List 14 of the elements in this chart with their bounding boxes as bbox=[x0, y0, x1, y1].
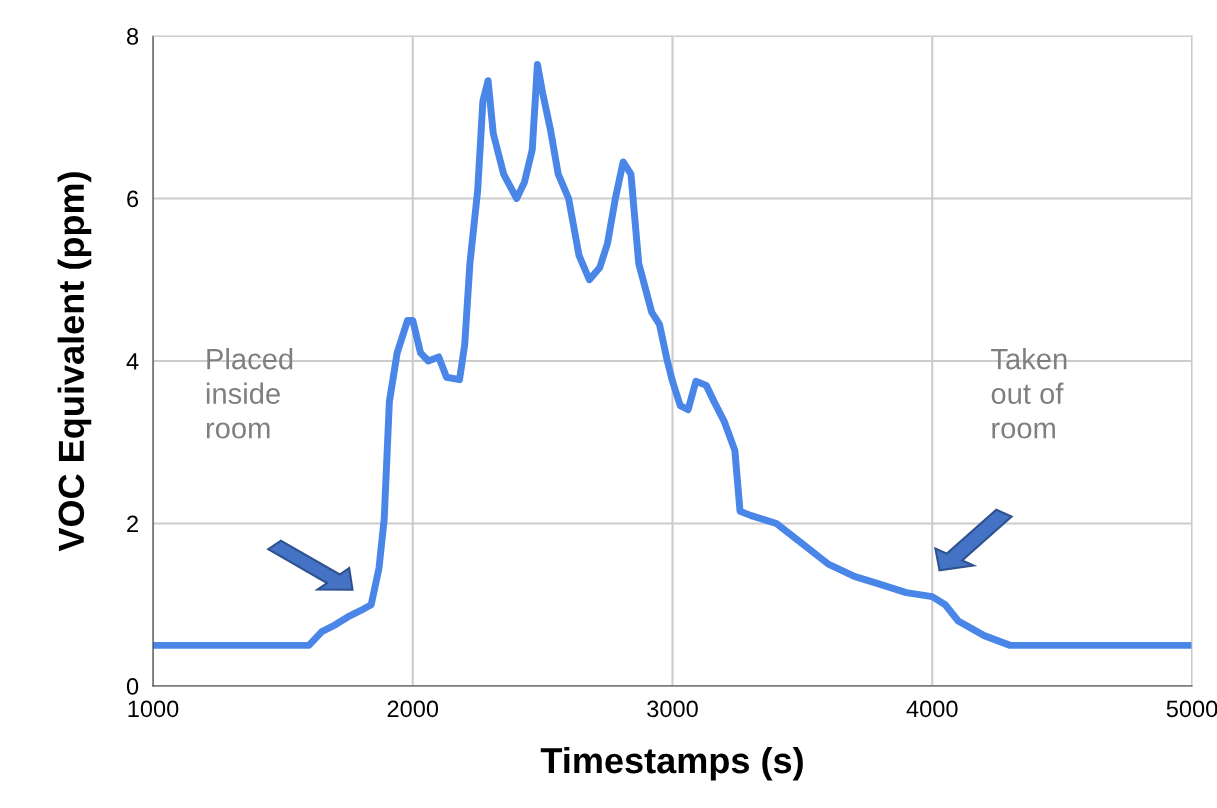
y-tick-label: 6 bbox=[127, 190, 139, 208]
y-tick-label: 2 bbox=[127, 515, 138, 533]
x-tick-label: 5000 bbox=[1166, 700, 1217, 718]
annotation: Taken out of room bbox=[991, 348, 1067, 439]
x-tick-label: 1000 bbox=[128, 700, 179, 718]
y-tick-label: 8 bbox=[127, 28, 139, 45]
annotation: Placed inside room bbox=[206, 348, 293, 439]
x-tick-label: 4000 bbox=[906, 700, 958, 718]
x-tick-label: 2000 bbox=[387, 700, 439, 718]
y-axis-title: VOC Equivalent (ppm) bbox=[57, 172, 92, 552]
y-tick-label: 0 bbox=[126, 678, 139, 695]
x-tick-label: 3000 bbox=[647, 700, 698, 718]
x-axis-title: Timestamps (s) bbox=[540, 746, 803, 781]
y-tick-label: 4 bbox=[126, 353, 139, 370]
